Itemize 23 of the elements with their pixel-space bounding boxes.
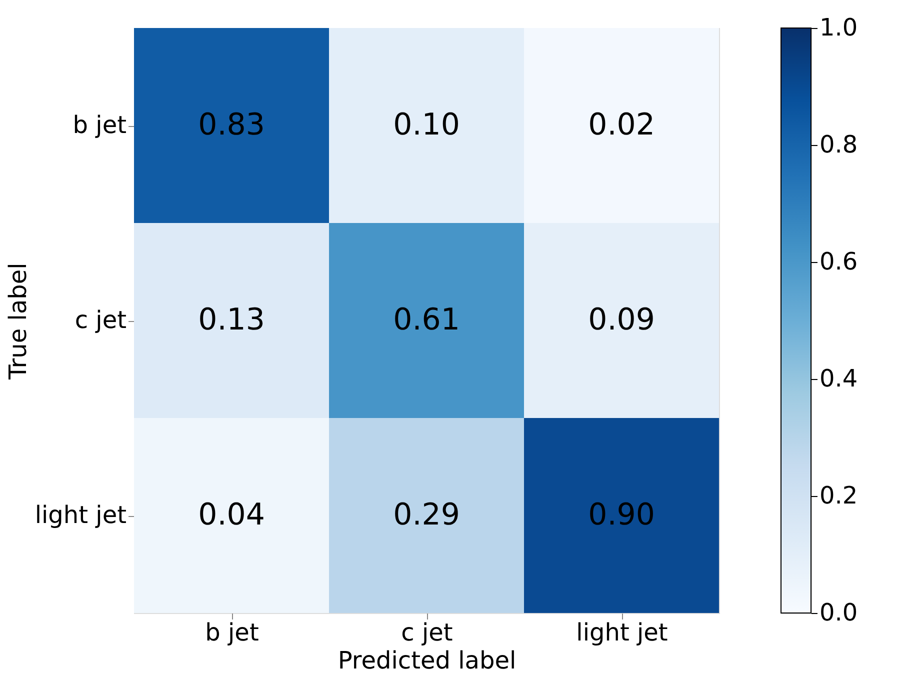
- color-bar-label: 0.4: [820, 364, 858, 392]
- data-label: 0.29: [393, 498, 460, 532]
- y-tick-label: c jet: [74, 306, 126, 334]
- color-bar-label: 0.6: [820, 248, 858, 276]
- color-bar-label: 0.2: [820, 482, 858, 510]
- color-bar-label: 0.8: [820, 130, 858, 158]
- color-bar-label: 0.0: [820, 598, 858, 626]
- y-axis-title: True label: [4, 262, 32, 380]
- data-label: 0.02: [588, 108, 655, 142]
- data-label: 0.90: [588, 498, 655, 532]
- data-label: 0.10: [393, 108, 460, 142]
- data-label: 0.83: [198, 108, 265, 142]
- x-axis-title: Predicted label: [338, 646, 516, 674]
- data-label: 0.09: [588, 302, 655, 338]
- x-tick-label: b jet: [205, 618, 259, 646]
- data-label: 0.04: [198, 498, 265, 532]
- data-label: 0.61: [393, 302, 460, 338]
- color-bar-label: 1.0: [820, 14, 858, 42]
- x-tick-label: light jet: [576, 618, 668, 646]
- data-label: 0.13: [198, 302, 265, 338]
- y-tick-label: light jet: [34, 501, 126, 529]
- x-tick-label: c jet: [401, 618, 453, 646]
- y-tick-label: b jet: [72, 111, 126, 139]
